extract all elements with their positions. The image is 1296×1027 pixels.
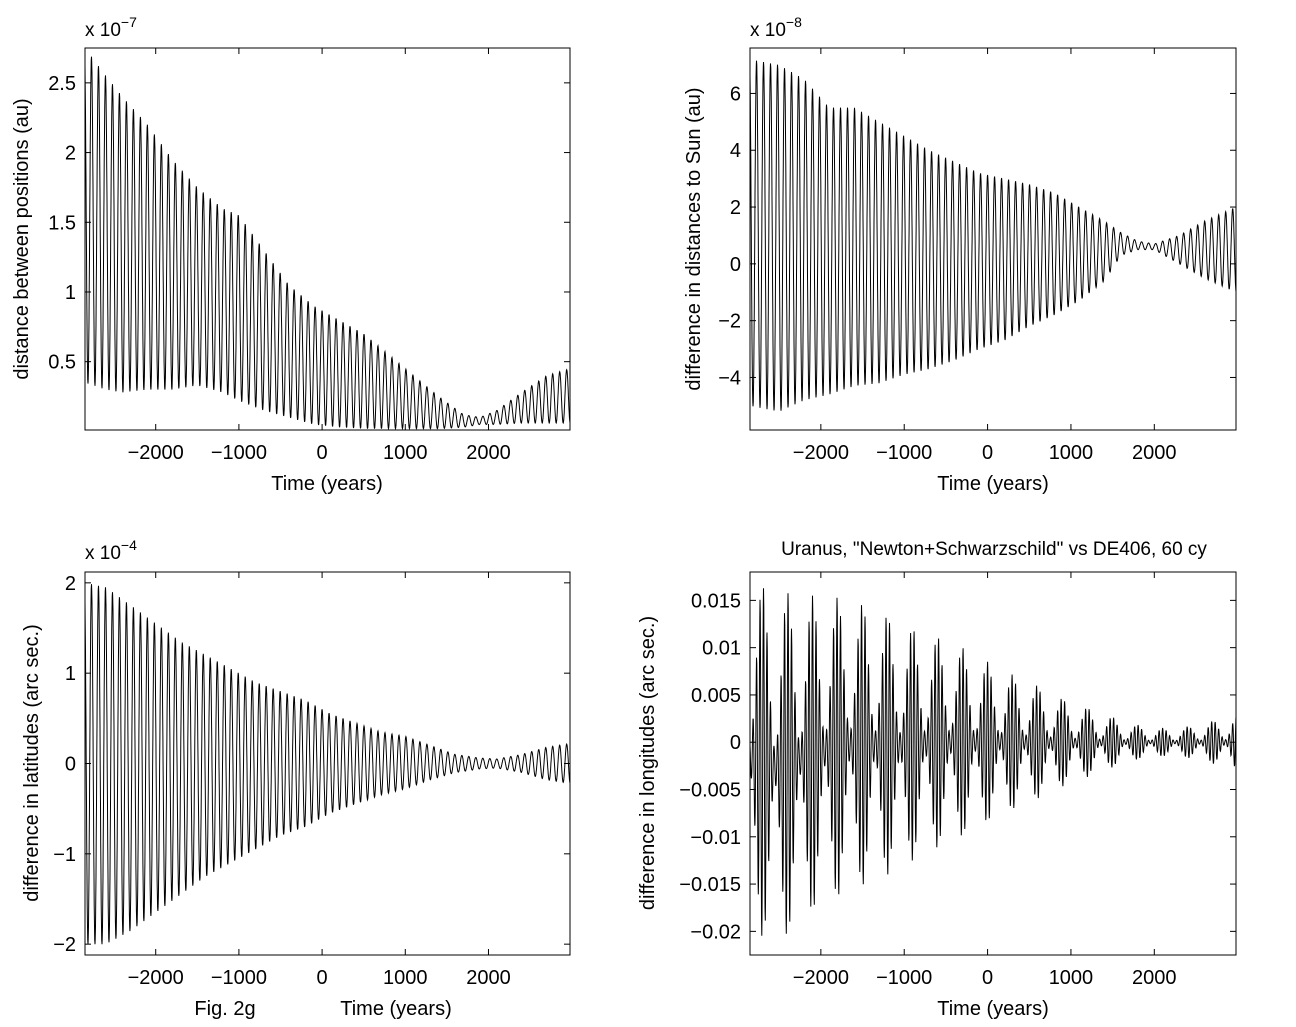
x-tick-label: −1000	[876, 442, 932, 464]
x-axis-label: Time (years)	[937, 998, 1048, 1020]
y-tick-label: −2	[53, 934, 76, 956]
y-tick-label: 0.015	[691, 590, 741, 612]
x-tick-label: −1000	[876, 967, 932, 989]
panel-distance-between-positions: −2000 −1000 0 1000 2000 0.5 1 1.5 2 2.5 x 10−7 Ti…	[11, 14, 571, 495]
panel-difference-in-distances-to-sun: −2000 −1000 0 1000 2000 −4 −2 0 2 4 6 x 10−8 Time …	[683, 14, 1237, 495]
y-tick-label: 6	[730, 83, 741, 105]
y-tick-label: −1	[53, 844, 76, 866]
y-tick-label: 0.5	[48, 352, 76, 374]
x-tick-label: 0	[317, 967, 328, 989]
y-tick-label: 1.5	[48, 212, 76, 234]
x-tick-label: 2000	[466, 442, 511, 464]
axis-tick-labels: −2000 −1000 0 1000 2000 −4 −2 0 2 4 6	[718, 83, 1176, 464]
y-tick-label: 0	[730, 254, 741, 276]
plot-frame	[749, 47, 1237, 431]
y-tick-label: 0	[65, 754, 76, 776]
y-tick-label: −0.015	[679, 874, 741, 896]
y-tick-label: 0.01	[702, 638, 741, 660]
y-tick-label: 1	[65, 282, 76, 304]
y-tick-label: 0	[730, 732, 741, 754]
x-tick-label: 2000	[466, 967, 511, 989]
x-tick-label: 0	[982, 967, 993, 989]
x-axis-label: Time (years)	[937, 473, 1048, 495]
x-tick-label: 0	[982, 442, 993, 464]
series-line	[84, 584, 571, 945]
x-tick-label: −2000	[793, 442, 849, 464]
axis-tick-labels: −2000 −1000 0 1000 2000 −0.02 −0.015 −0.01 −0.00…	[679, 590, 1176, 989]
series-line	[84, 56, 571, 431]
y-tick-label: 2	[65, 143, 76, 165]
x-tick-label: 2000	[1132, 967, 1177, 989]
plot-frame	[84, 47, 571, 431]
scale-multiplier: x 10−7	[85, 14, 137, 41]
x-tick-label: −1000	[211, 967, 267, 989]
scale-multiplier: x 10−8	[750, 14, 802, 41]
chart-title: Uranus, "Newton+Schwarzschild" vs DE406,…	[781, 539, 1207, 560]
x-tick-label: 1000	[383, 442, 428, 464]
y-tick-label: −0.02	[690, 921, 741, 943]
y-axis-label: difference in longitudes (arc sec.)	[637, 616, 659, 910]
y-axis-label: difference in distances to Sun (au)	[683, 87, 705, 390]
panel-difference-in-longitudes: −2000 −1000 0 1000 2000 −0.02 −0.015 −0.01 −0.00…	[637, 539, 1237, 1020]
y-tick-label: 4	[730, 140, 741, 162]
panel-difference-in-latitudes: −2000 −1000 0 1000 2000 −2 −1 0 1 2 x 10−4 Fig. 2…	[21, 537, 571, 1020]
x-axis-label: Time (years)	[340, 998, 451, 1020]
plot-frame	[749, 571, 1237, 956]
y-tick-label: −4	[718, 367, 741, 389]
x-tick-label: 1000	[1049, 967, 1094, 989]
y-tick-label: −0.01	[690, 827, 741, 849]
y-axis-label: distance between positions (au)	[11, 98, 33, 379]
x-tick-label: −1000	[211, 442, 267, 464]
axis-tick-labels: −2000 −1000 0 1000 2000 0.5 1 1.5 2 2.5	[48, 73, 511, 464]
x-tick-label: −2000	[793, 967, 849, 989]
y-tick-label: 0.005	[691, 685, 741, 707]
y-tick-label: 2	[65, 573, 76, 595]
axis-tick-labels: −2000 −1000 0 1000 2000 −2 −1 0 1 2	[53, 573, 511, 989]
y-tick-label: −0.005	[679, 780, 741, 802]
y-tick-label: 2.5	[48, 73, 76, 95]
axis-ticks	[85, 572, 570, 955]
y-tick-label: −2	[718, 311, 741, 333]
x-tick-label: 1000	[383, 967, 428, 989]
x-tick-label: −2000	[128, 442, 184, 464]
x-tick-label: 0	[317, 442, 328, 464]
figure-caption: Fig. 2g	[194, 998, 255, 1020]
y-tick-label: 2	[730, 197, 741, 219]
y-tick-label: 1	[65, 663, 76, 685]
x-tick-label: −2000	[128, 967, 184, 989]
series-line	[749, 60, 1237, 411]
scale-multiplier: x 10−4	[85, 537, 137, 564]
x-tick-label: 1000	[1049, 442, 1094, 464]
series-line	[749, 588, 1237, 936]
x-tick-label: 2000	[1132, 442, 1177, 464]
y-axis-label: difference in latitudes (arc sec.)	[21, 624, 43, 902]
axis-ticks	[750, 572, 1236, 955]
x-axis-label: Time (years)	[271, 473, 382, 495]
